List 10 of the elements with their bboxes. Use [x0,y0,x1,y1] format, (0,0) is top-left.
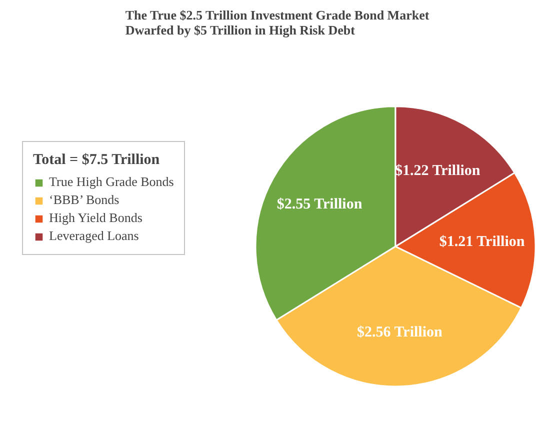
legend-title: Total = $7.5 Trillion [33,152,161,169]
data-label: $1.22 Trillion [394,163,481,180]
legend-label: Leveraged Loans [49,228,139,244]
data-label: $2.56 Trillion [357,324,444,341]
legend-label: True High Grade Bonds [49,174,174,190]
chart-title: The True $2.5 Trillion Investment Grade Bond Market Dwarfed by $5 Trillion in High Risk Debt [125,8,430,38]
legend-label: ‘BBB’ Bonds [49,192,120,208]
data-label: $1.21 Trillion [439,234,526,250]
data-label: $2.55 Trillion [276,196,363,212]
legend-label: High Yield Bonds [49,210,142,226]
